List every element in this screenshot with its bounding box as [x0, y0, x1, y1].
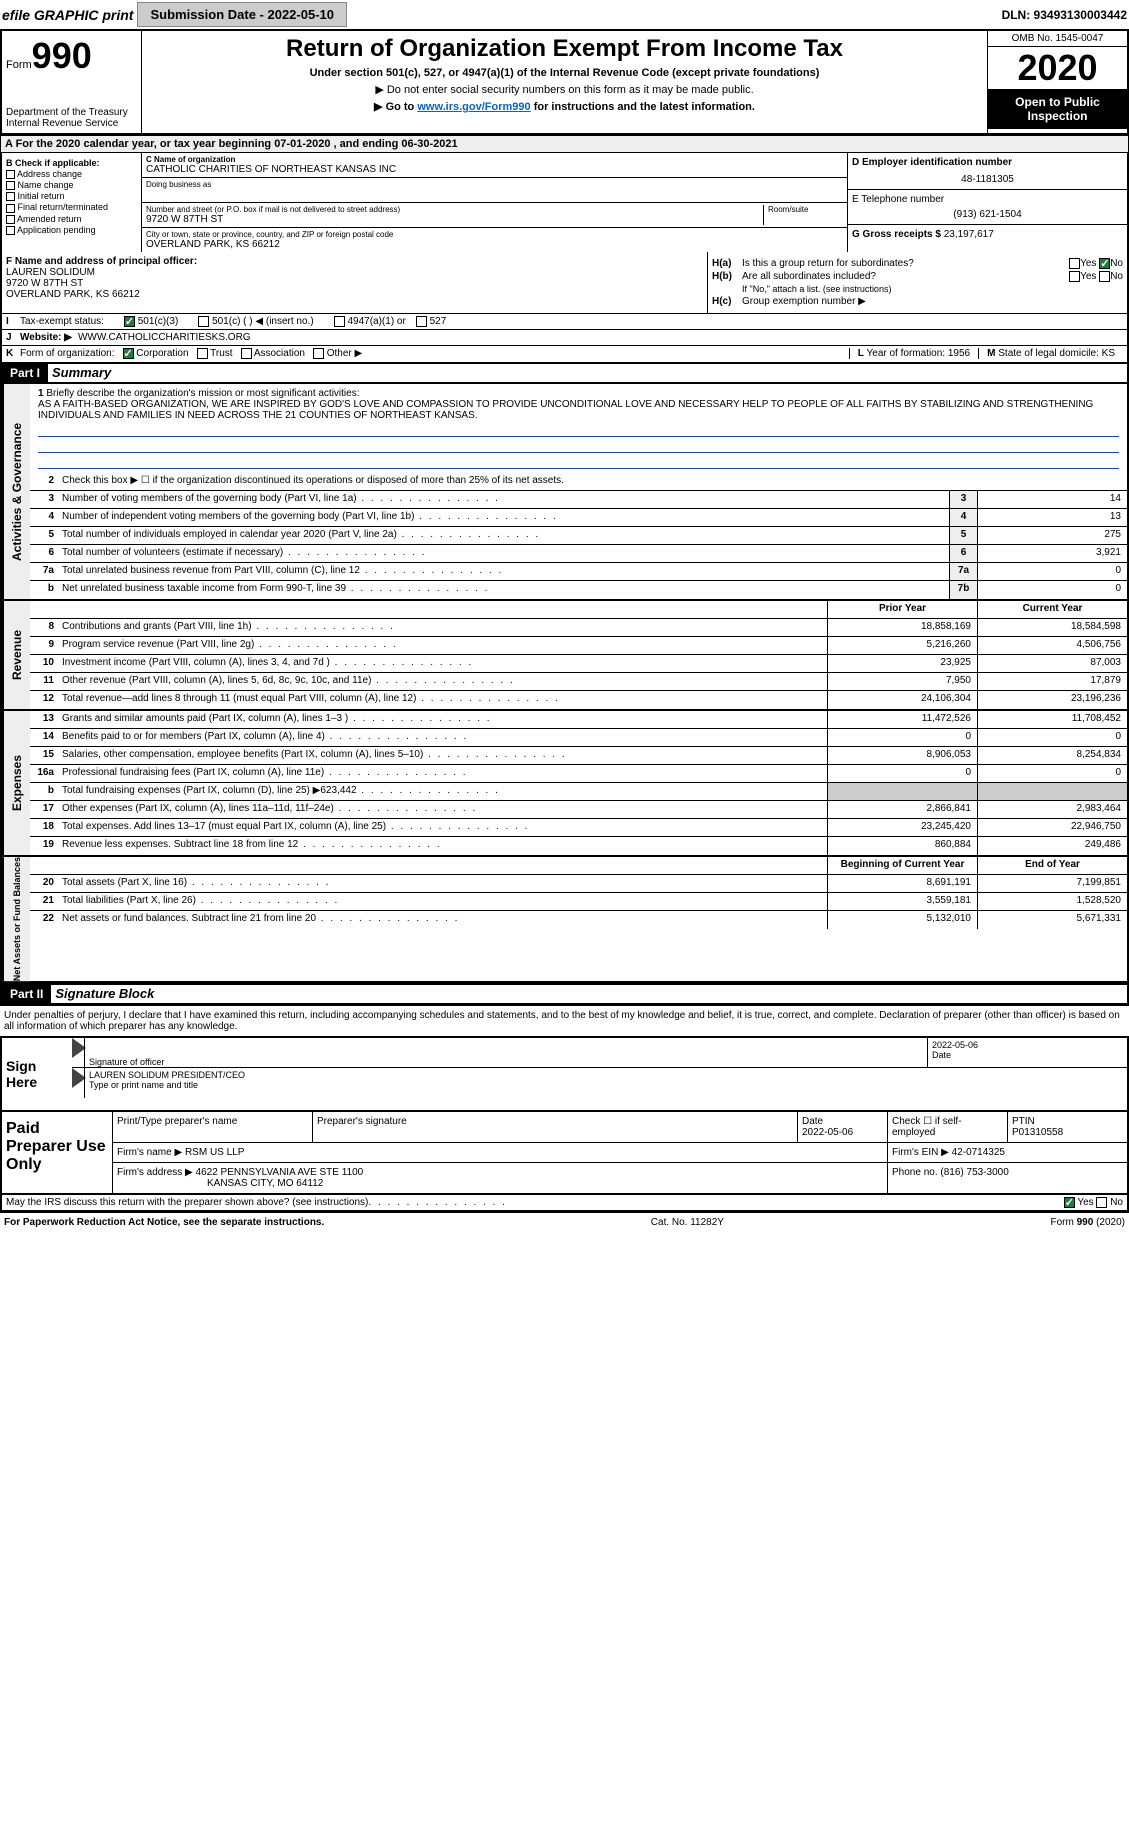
website-value: WWW.CATHOLICCHARITIESKS.ORG [78, 332, 251, 343]
chk-name[interactable] [6, 181, 15, 190]
dept-label: Department of the Treasury Internal Reve… [6, 107, 137, 129]
expenses-section: Expenses 13Grants and similar amounts pa… [0, 711, 1129, 857]
row-i: I Tax-exempt status: 501(c)(3) 501(c) ( … [0, 314, 1129, 330]
gross-receipts: 23,197,617 [944, 229, 994, 240]
mission-block: 1 Briefly describe the organization's mi… [30, 384, 1127, 473]
chk-final[interactable] [6, 204, 15, 213]
part1-header: Part I Summary [0, 364, 1129, 384]
table-row: 10Investment income (Part VIII, column (… [30, 655, 1127, 673]
officer-name: LAUREN SOLIDUM PRESIDENT/CEO [89, 1070, 1123, 1080]
form-title: Return of Organization Exempt From Incom… [146, 35, 983, 63]
instructions-link[interactable]: www.irs.gov/Form990 [417, 101, 530, 113]
paid-preparer-block: Paid Preparer Use Only Print/Type prepar… [0, 1112, 1129, 1195]
header-left: Form990 Department of the Treasury Inter… [2, 31, 142, 133]
dln-label: DLN: 93493130003442 [1002, 8, 1127, 22]
table-row: 9Program service revenue (Part VIII, lin… [30, 637, 1127, 655]
table-row: 3Number of voting members of the governi… [30, 491, 1127, 509]
discuss-no[interactable] [1096, 1197, 1107, 1208]
table-row: bNet unrelated business taxable income f… [30, 581, 1127, 599]
chk-501c[interactable] [198, 316, 209, 327]
row-klm: K Form of organization: Corporation Trus… [0, 346, 1129, 363]
discuss-row: May the IRS discuss this return with the… [0, 1195, 1129, 1212]
table-row: 13Grants and similar amounts paid (Part … [30, 711, 1127, 729]
expenses-tab: Expenses [2, 711, 30, 855]
top-bar: efile GRAPHIC print Submission Date - 20… [0, 0, 1129, 29]
table-row: 7aTotal unrelated business revenue from … [30, 563, 1127, 581]
box-h: H(a) Is this a group return for subordin… [707, 252, 1127, 313]
form-header: Form990 Department of the Treasury Inter… [0, 29, 1129, 136]
chk-address[interactable] [6, 170, 15, 179]
subtitle-1: Under section 501(c), 527, or 4947(a)(1)… [146, 67, 983, 79]
form-number: 990 [32, 35, 92, 76]
section-abc: B Check if applicable: Address change Na… [0, 153, 1129, 252]
table-row: 21Total liabilities (Part X, line 26)3,5… [30, 893, 1127, 911]
mission-text: AS A FAITH-BASED ORGANIZATION, WE ARE IN… [38, 399, 1093, 421]
chk-other[interactable] [313, 348, 324, 359]
ptin-value: P01310558 [1012, 1127, 1063, 1138]
chk-trust[interactable] [197, 348, 208, 359]
revenue-section: Revenue Prior YearCurrent Year 8Contribu… [0, 601, 1129, 711]
table-row: 15Salaries, other compensation, employee… [30, 747, 1127, 765]
phone-value: (913) 621-1504 [852, 209, 1123, 220]
table-row: 18Total expenses. Add lines 13–17 (must … [30, 819, 1127, 837]
box-de: D Employer identification number 48-1181… [847, 153, 1127, 252]
netassets-tab: Net Assets or Fund Balances [2, 857, 30, 981]
table-row: 19Revenue less expenses. Subtract line 1… [30, 837, 1127, 855]
chk-assoc[interactable] [241, 348, 252, 359]
period-row: A For the 2020 calendar year, or tax yea… [0, 136, 1129, 153]
table-row: 11Other revenue (Part VIII, column (A), … [30, 673, 1127, 691]
header-mid: Return of Organization Exempt From Incom… [142, 31, 987, 133]
firm-name: RSM US LLP [185, 1147, 244, 1158]
table-row: 22Net assets or fund balances. Subtract … [30, 911, 1127, 929]
chk-corp[interactable] [123, 348, 134, 359]
org-name: CATHOLIC CHARITIES OF NORTHEAST KANSAS I… [146, 164, 843, 175]
row-j: J Website: ▶ WWW.CATHOLICCHARITIESKS.ORG [0, 330, 1129, 346]
chk-527[interactable] [416, 316, 427, 327]
table-row: bTotal fundraising expenses (Part IX, co… [30, 783, 1127, 801]
box-b: B Check if applicable: Address change Na… [2, 153, 142, 252]
subtitle-3: ▶ Go to www.irs.gov/Form990 for instruct… [146, 100, 983, 113]
governance-section: Activities & Governance 1 Briefly descri… [0, 384, 1129, 601]
netassets-section: Net Assets or Fund Balances Beginning of… [0, 857, 1129, 983]
table-row: 8Contributions and grants (Part VIII, li… [30, 619, 1127, 637]
hb-no[interactable] [1099, 271, 1110, 282]
sign-here-block: Sign Here Signature of officer 2022-05-0… [0, 1036, 1129, 1112]
box-f: F Name and address of principal officer:… [2, 252, 707, 313]
submission-date-button[interactable]: Submission Date - 2022-05-10 [137, 2, 347, 27]
chk-pending[interactable] [6, 226, 15, 235]
chk-amended[interactable] [6, 215, 15, 224]
signature-intro: Under penalties of perjury, I declare th… [0, 1005, 1129, 1036]
ha-no[interactable] [1099, 258, 1110, 269]
org-address: 9720 W 87TH ST [146, 214, 763, 225]
table-row: 5Total number of individuals employed in… [30, 527, 1127, 545]
org-city: OVERLAND PARK, KS 66212 [146, 239, 843, 250]
table-row: 6Total number of volunteers (estimate if… [30, 545, 1127, 563]
box-c: C Name of organization CATHOLIC CHARITIE… [142, 153, 847, 252]
tax-year: 2020 [988, 47, 1127, 89]
chk-4947[interactable] [334, 316, 345, 327]
ein-value: 48-1181305 [852, 174, 1123, 185]
header-right: OMB No. 1545-0047 2020 Open to Public In… [987, 31, 1127, 133]
chk-501c3[interactable] [124, 316, 135, 327]
chk-initial[interactable] [6, 192, 15, 201]
table-row: 14Benefits paid to or for members (Part … [30, 729, 1127, 747]
part2-header: Part II Signature Block [0, 983, 1129, 1005]
page-footer: For Paperwork Reduction Act Notice, see … [0, 1212, 1129, 1232]
table-row: 4Number of independent voting members of… [30, 509, 1127, 527]
table-row: 16aProfessional fundraising fees (Part I… [30, 765, 1127, 783]
omb-number: OMB No. 1545-0047 [988, 31, 1127, 47]
discuss-yes[interactable] [1064, 1197, 1075, 1208]
ha-yes[interactable] [1069, 258, 1080, 269]
governance-tab: Activities & Governance [2, 384, 30, 599]
open-public-badge: Open to Public Inspection [988, 89, 1127, 129]
table-row: 20Total assets (Part X, line 16)8,691,19… [30, 875, 1127, 893]
table-row: 12Total revenue—add lines 8 through 11 (… [30, 691, 1127, 709]
efile-label: efile GRAPHIC print [2, 7, 133, 23]
section-fh: F Name and address of principal officer:… [0, 252, 1129, 314]
revenue-tab: Revenue [2, 601, 30, 709]
subtitle-2: ▶ Do not enter social security numbers o… [146, 83, 983, 96]
table-row: 17Other expenses (Part IX, column (A), l… [30, 801, 1127, 819]
hb-yes[interactable] [1069, 271, 1080, 282]
form-word: Form [6, 59, 32, 71]
